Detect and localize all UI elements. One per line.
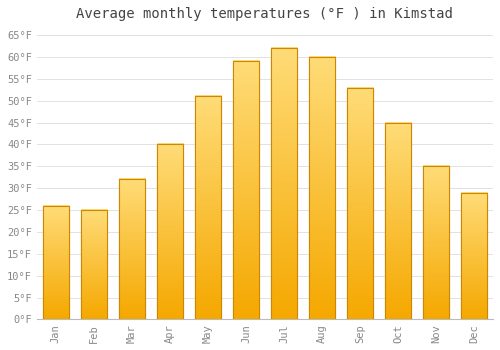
- Bar: [422, 166, 450, 320]
- Bar: [460, 193, 487, 320]
- Bar: [460, 193, 487, 320]
- Bar: [270, 48, 297, 320]
- Bar: [346, 88, 374, 320]
- Bar: [308, 57, 336, 320]
- Bar: [42, 206, 69, 320]
- Bar: [308, 57, 336, 320]
- Bar: [232, 61, 259, 320]
- Bar: [384, 122, 411, 320]
- Bar: [80, 210, 107, 320]
- Bar: [194, 96, 221, 320]
- Bar: [80, 210, 107, 320]
- Bar: [270, 48, 297, 320]
- Title: Average monthly temperatures (°F ) in Kimstad: Average monthly temperatures (°F ) in Ki…: [76, 7, 454, 21]
- Bar: [232, 61, 259, 320]
- Bar: [156, 145, 183, 320]
- Bar: [156, 145, 183, 320]
- Bar: [118, 180, 145, 320]
- Bar: [346, 88, 374, 320]
- Bar: [194, 96, 221, 320]
- Bar: [42, 206, 69, 320]
- Bar: [118, 180, 145, 320]
- Bar: [384, 122, 411, 320]
- Bar: [422, 166, 450, 320]
